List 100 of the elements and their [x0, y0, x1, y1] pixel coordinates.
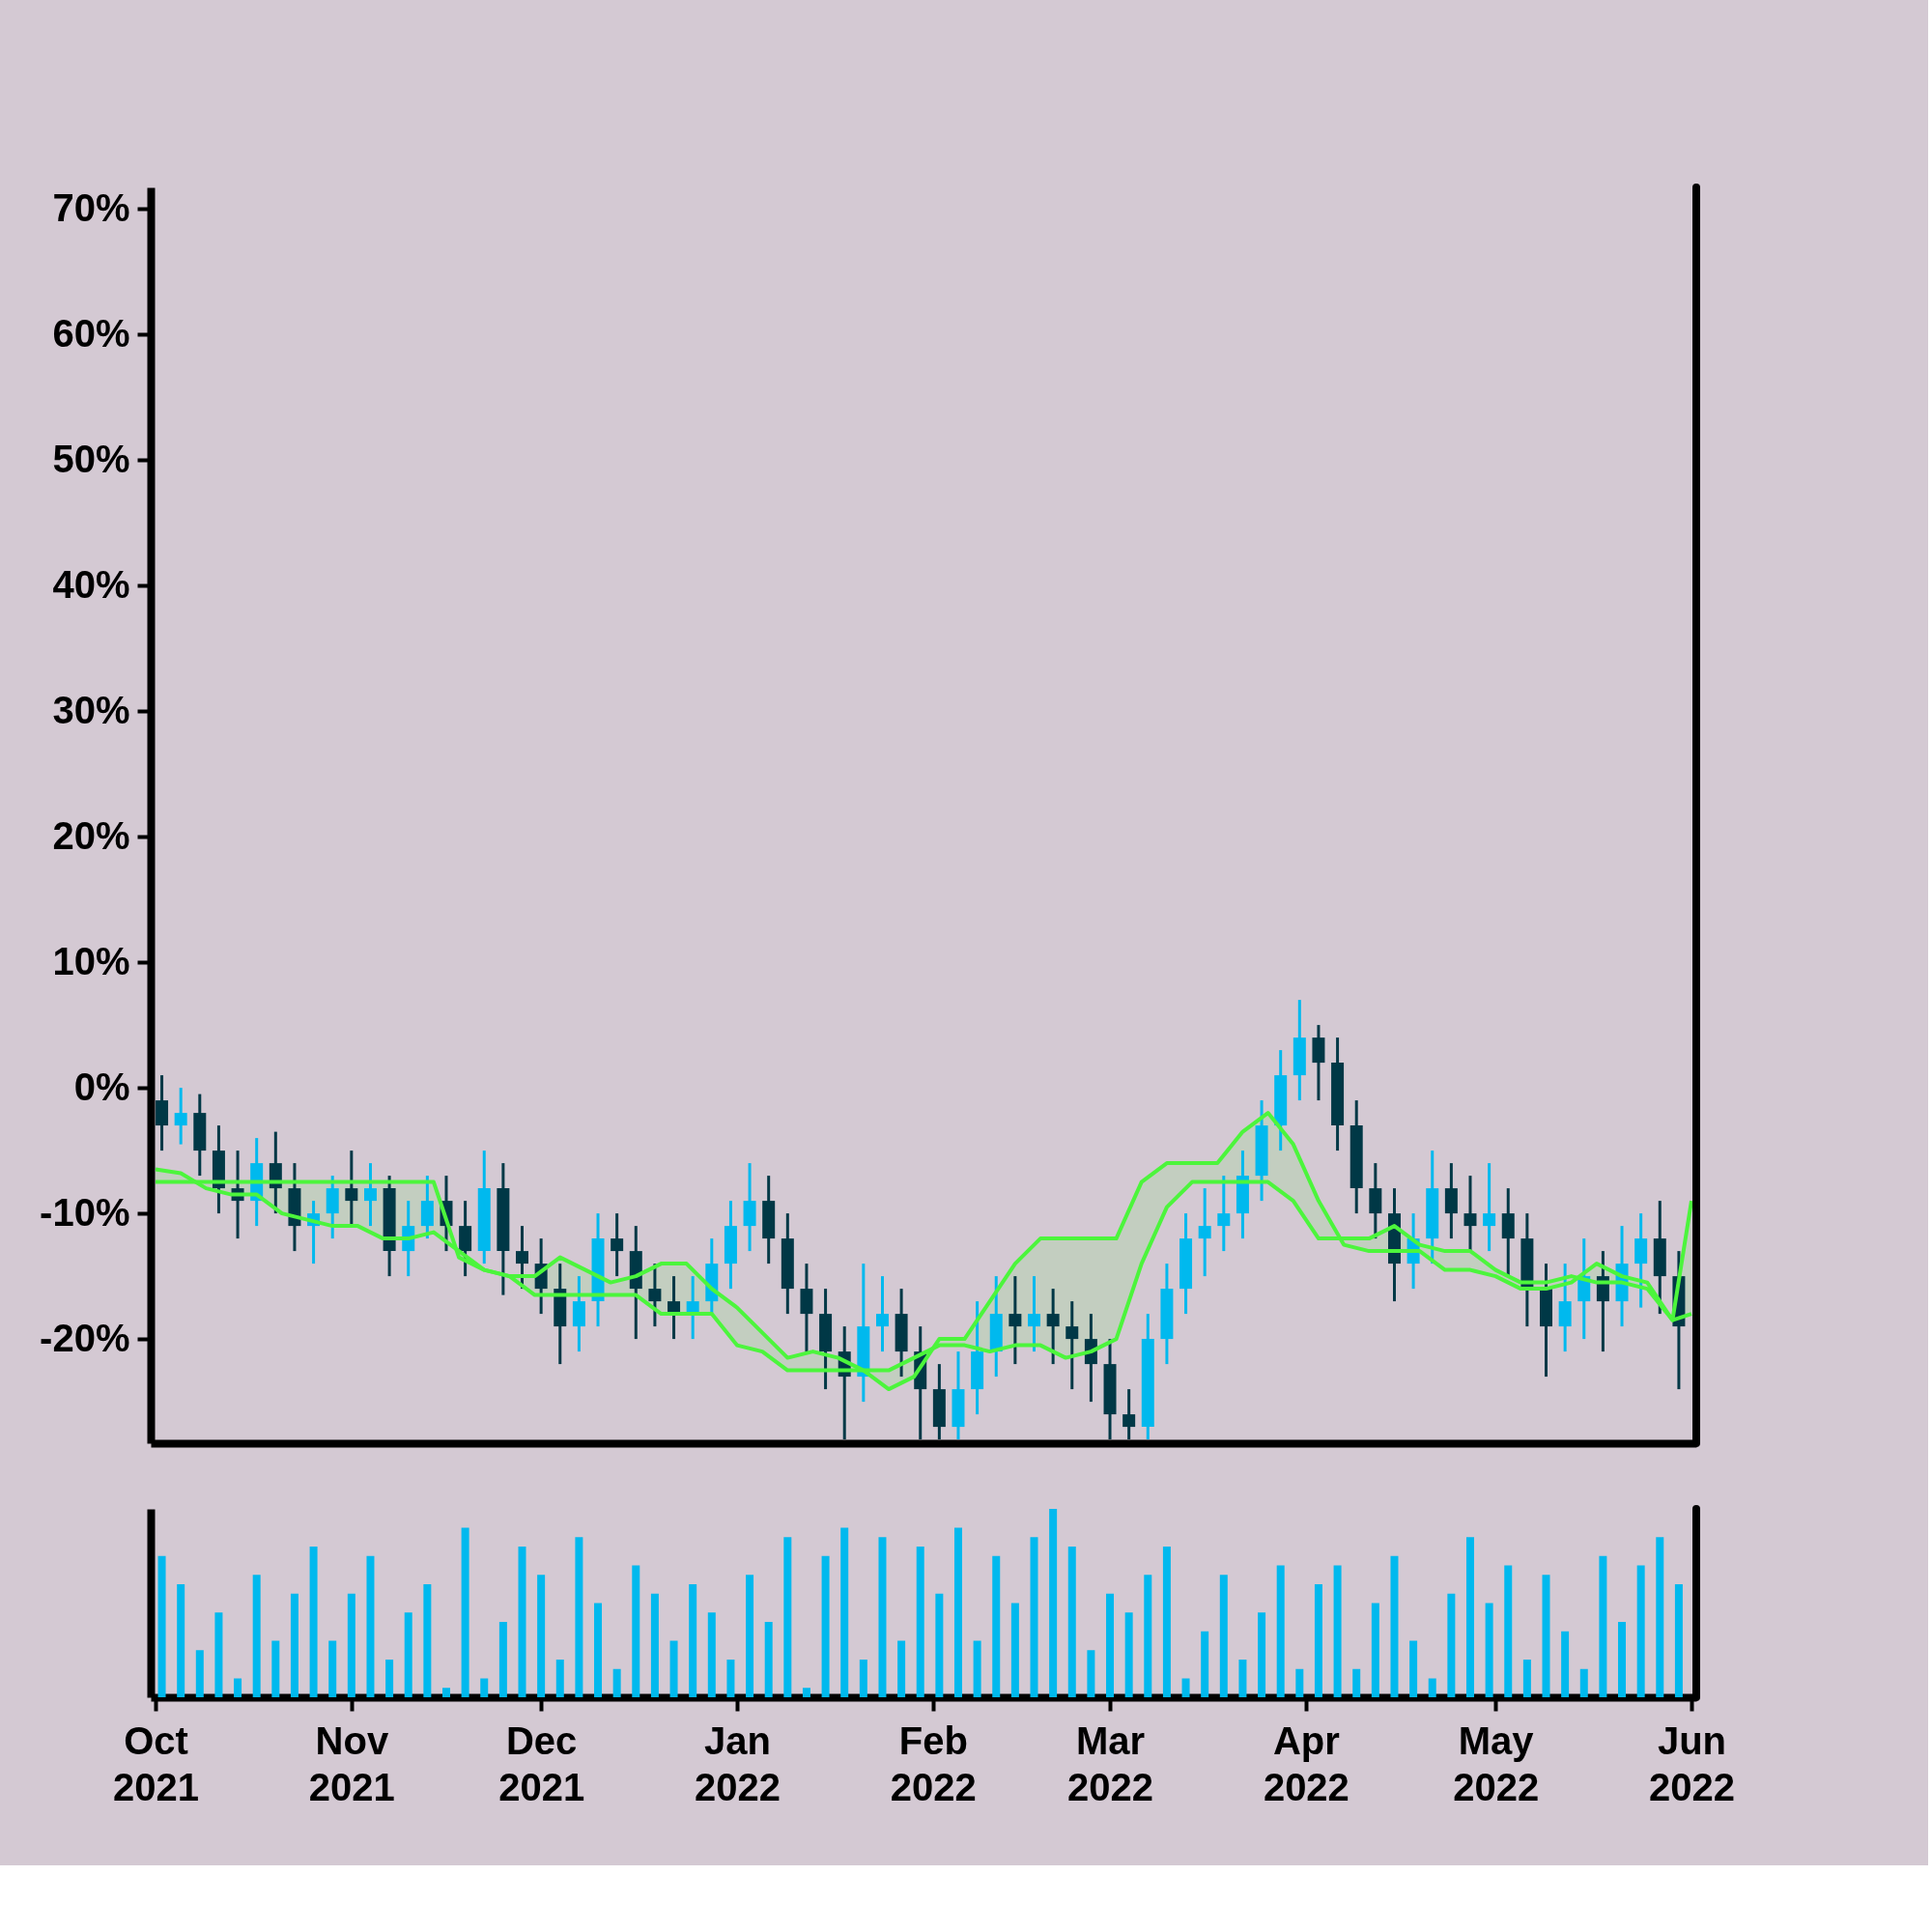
bar — [1390, 1555, 1399, 1697]
bar — [1181, 1678, 1190, 1697]
bar — [953, 1527, 962, 1697]
bar — [840, 1527, 849, 1697]
y-tick-label: -10% — [40, 1190, 130, 1234]
bar — [821, 1555, 830, 1697]
candlestick — [1065, 1301, 1079, 1391]
bar — [707, 1612, 716, 1697]
bar — [1522, 1660, 1531, 1697]
bar — [802, 1688, 810, 1697]
bar — [423, 1584, 432, 1697]
bar — [1674, 1584, 1683, 1697]
bar — [1067, 1547, 1076, 1697]
candlestick — [1198, 1188, 1211, 1278]
candlestick — [1217, 1176, 1231, 1253]
bar — [1485, 1603, 1493, 1697]
bar — [1144, 1575, 1152, 1697]
bar — [650, 1593, 659, 1697]
bar — [783, 1537, 792, 1697]
bar — [366, 1555, 375, 1697]
bar — [1124, 1612, 1133, 1697]
y-tick-label: 50% — [52, 437, 130, 480]
bar — [1219, 1575, 1228, 1697]
candlestick — [1028, 1276, 1041, 1353]
bar — [1561, 1631, 1570, 1697]
candlestick — [611, 1213, 624, 1278]
bar — [992, 1555, 1001, 1697]
bar — [859, 1660, 867, 1697]
bar — [726, 1660, 735, 1697]
bar — [669, 1640, 678, 1697]
bar — [1162, 1547, 1171, 1697]
candlestick — [174, 1088, 187, 1145]
bar — [764, 1622, 773, 1697]
bar — [271, 1640, 280, 1697]
bar — [897, 1640, 906, 1697]
x-tick-label: Feb 2022 — [890, 1719, 977, 1808]
y-tick-label: 30% — [52, 688, 130, 731]
bar — [441, 1688, 450, 1697]
x-tick-label: Apr 2022 — [1263, 1719, 1350, 1808]
bar — [385, 1660, 394, 1697]
bar — [214, 1612, 223, 1697]
bar — [195, 1650, 204, 1697]
candlestick — [875, 1276, 889, 1353]
bar — [1371, 1603, 1379, 1697]
bar — [1579, 1668, 1588, 1697]
bar — [1030, 1537, 1038, 1697]
bar — [1010, 1603, 1019, 1697]
bar — [480, 1678, 489, 1697]
candlestick — [1122, 1389, 1136, 1441]
bar — [1049, 1509, 1058, 1697]
bar — [404, 1612, 412, 1697]
x-tick-label: Dec 2021 — [498, 1719, 585, 1808]
bar — [916, 1547, 924, 1697]
bar — [1087, 1650, 1095, 1697]
bar — [290, 1593, 298, 1697]
candlestick — [1046, 1289, 1060, 1366]
y-tick-label: 20% — [52, 813, 130, 857]
x-tick-label: Nov 2021 — [308, 1719, 395, 1808]
bar — [309, 1547, 318, 1697]
candlestick — [516, 1226, 529, 1291]
y-tick-label: 0% — [73, 1065, 130, 1108]
bar — [1428, 1678, 1436, 1697]
bar — [1465, 1537, 1474, 1697]
bar — [1542, 1575, 1550, 1697]
bar — [1295, 1668, 1304, 1697]
y-tick-label: 10% — [52, 939, 130, 982]
bar — [1636, 1565, 1645, 1697]
bar — [1618, 1622, 1627, 1697]
bar — [1599, 1555, 1607, 1697]
x-tick-label: May 2022 — [1453, 1719, 1540, 1808]
x-tick-label: Mar 2022 — [1067, 1719, 1154, 1808]
bar — [1238, 1660, 1247, 1697]
x-tick-label: Jan 2022 — [694, 1719, 781, 1808]
candlestick — [648, 1264, 662, 1328]
bar — [973, 1640, 981, 1697]
bar — [347, 1593, 355, 1697]
candlestick — [1009, 1276, 1022, 1366]
bar — [1258, 1612, 1266, 1697]
x-tick-label: Jun 2022 — [1649, 1719, 1735, 1808]
bar — [746, 1575, 754, 1697]
bar — [555, 1660, 564, 1697]
bar — [498, 1622, 507, 1697]
bar — [594, 1603, 603, 1697]
x-tick-label: Oct 2021 — [113, 1719, 199, 1808]
bar — [1409, 1640, 1418, 1697]
bar — [1314, 1584, 1322, 1697]
y-tick-label: 40% — [52, 562, 130, 606]
bar — [1106, 1593, 1115, 1697]
bar — [632, 1565, 640, 1697]
bar — [1352, 1668, 1361, 1697]
bar — [878, 1537, 887, 1697]
bar — [1656, 1537, 1664, 1697]
bar — [1276, 1565, 1285, 1697]
candlestick — [345, 1151, 358, 1227]
bar — [177, 1584, 185, 1697]
y-tick-label: -20% — [40, 1316, 130, 1359]
bar — [518, 1547, 526, 1697]
y-tick-label: 70% — [52, 185, 130, 229]
bar — [1504, 1565, 1513, 1697]
bar — [1333, 1565, 1342, 1697]
